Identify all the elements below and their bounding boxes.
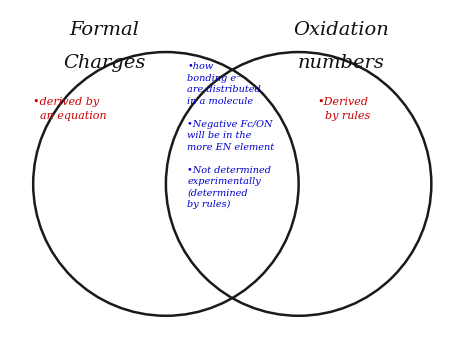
Text: Charges: Charges	[63, 54, 146, 72]
Text: •Derived
  by rules: •Derived by rules	[318, 97, 370, 121]
Text: Formal: Formal	[69, 21, 139, 39]
Text: •how
bonding e⁻
are distributed
in a molecule

•Negative Fc/ON
will be in the
mo: •how bonding e⁻ are distributed in a mol…	[187, 62, 274, 209]
Text: •derived by
  an equation: •derived by an equation	[33, 97, 107, 121]
Text: Oxidation: Oxidation	[293, 21, 389, 39]
Text: numbers: numbers	[298, 54, 385, 72]
